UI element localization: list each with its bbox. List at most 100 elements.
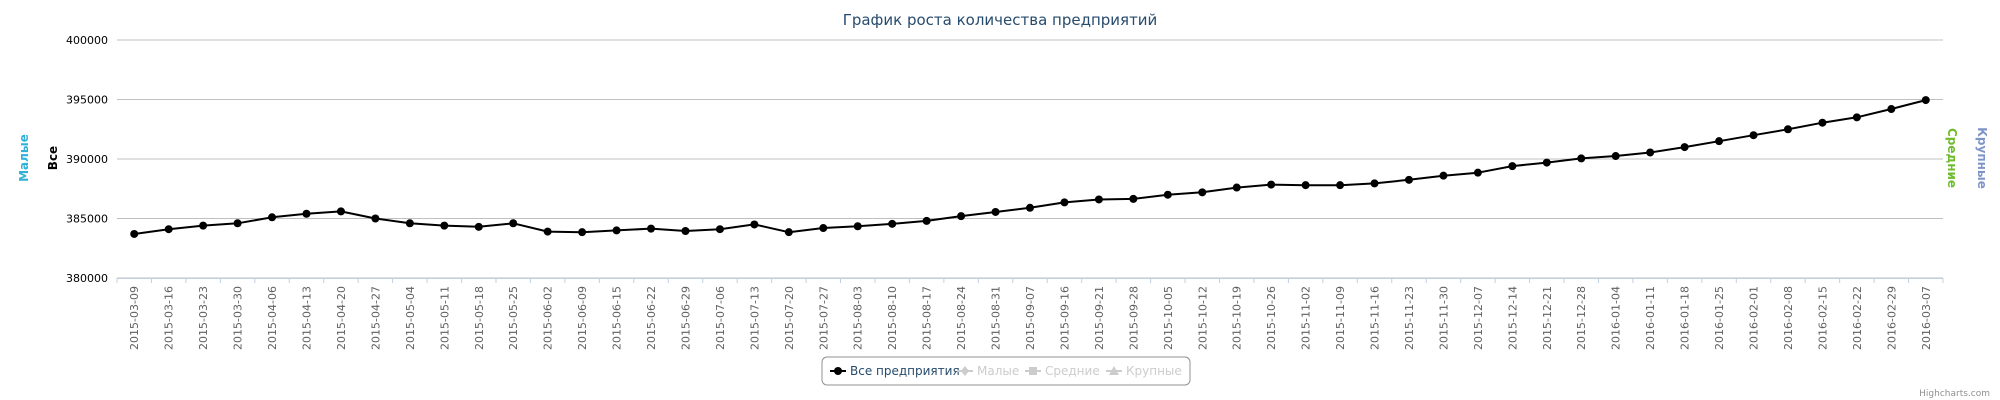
legend-item-all[interactable]: Все предприятия — [830, 364, 960, 378]
data-point[interactable] — [819, 224, 828, 233]
legend-label-small: Малые — [977, 364, 1019, 378]
data-point[interactable] — [1852, 113, 1861, 122]
legend-item-medium[interactable]: Средние — [1025, 364, 1100, 378]
x-tick-label: 2015-04-13 — [300, 286, 313, 350]
data-point[interactable] — [1198, 188, 1207, 197]
x-tick-label: 2015-04-06 — [266, 286, 279, 350]
x-tick-label: 2015-08-17 — [921, 286, 934, 350]
data-point[interactable] — [1577, 154, 1586, 163]
legend-box — [821, 356, 1191, 386]
x-tick-label: 2016-02-01 — [1748, 286, 1761, 350]
data-point[interactable] — [1026, 203, 1034, 212]
data-point[interactable] — [1646, 148, 1655, 157]
data-point[interactable] — [1542, 158, 1551, 167]
x-tick-label: 2015-05-25 — [507, 286, 520, 350]
y-axis-title-large: Крупные — [1975, 127, 1989, 189]
legend-marker-all — [834, 367, 842, 375]
data-point[interactable] — [681, 226, 690, 235]
data-point[interactable] — [1473, 168, 1482, 177]
data-point[interactable] — [1336, 181, 1345, 190]
data-point[interactable] — [371, 214, 380, 223]
data-point[interactable] — [1921, 96, 1930, 105]
data-point[interactable] — [1129, 194, 1138, 203]
x-tick-label: 2016-01-18 — [1679, 286, 1692, 350]
legend-label-all: Все предприятия — [850, 364, 960, 378]
x-tick-label: 2015-03-23 — [197, 286, 210, 350]
data-point[interactable] — [474, 222, 483, 231]
data-point[interactable] — [1508, 162, 1517, 171]
x-tick-label: 2015-03-09 — [128, 286, 141, 350]
data-point[interactable] — [647, 224, 656, 233]
data-point[interactable] — [405, 219, 414, 228]
grid-lines — [117, 39, 1943, 279]
data-point[interactable] — [1715, 137, 1724, 146]
data-point[interactable] — [268, 213, 277, 222]
legend-label-large: Крупные — [1126, 364, 1182, 378]
y-axis-title-medium: Средние — [1945, 128, 1959, 188]
data-point[interactable] — [1439, 171, 1448, 180]
x-tick-label: 2015-04-20 — [335, 286, 348, 350]
data-point[interactable] — [543, 227, 552, 236]
data-point[interactable] — [1163, 190, 1172, 199]
data-point[interactable] — [509, 219, 518, 228]
data-point[interactable] — [199, 221, 208, 230]
data-point[interactable] — [1818, 118, 1827, 127]
data-point[interactable] — [991, 207, 1000, 216]
x-tick-label: 2015-09-28 — [1127, 286, 1140, 350]
legend-item-small[interactable]: Малые — [957, 364, 1019, 378]
data-point[interactable] — [1887, 105, 1896, 114]
data-point[interactable] — [440, 221, 449, 230]
legend-item-large[interactable]: Крупные — [1106, 364, 1182, 378]
y-axis-title-all: Все — [46, 146, 60, 170]
x-tick-label: 2015-06-22 — [645, 286, 658, 350]
x-tick-label: 2015-11-30 — [1437, 286, 1450, 350]
data-point[interactable] — [715, 225, 724, 234]
legend-label-medium: Средние — [1045, 364, 1100, 378]
x-tick-label: 2015-11-09 — [1334, 286, 1347, 350]
chart-credit-link[interactable]: Highcharts.com — [1919, 389, 1990, 399]
data-point[interactable] — [1060, 198, 1069, 207]
data-point[interactable] — [1783, 125, 1792, 134]
legend-marker-small — [961, 366, 969, 376]
x-tick-label: 2015-11-16 — [1369, 286, 1382, 350]
x-tick-label: 2015-10-26 — [1265, 286, 1278, 350]
x-tick-label: 2016-03-07 — [1920, 286, 1933, 350]
data-point[interactable] — [233, 219, 242, 228]
legend-marker-large — [1109, 366, 1119, 375]
x-tick-label: 2015-12-07 — [1472, 286, 1485, 350]
data-point[interactable] — [164, 225, 173, 234]
data-point[interactable] — [1404, 175, 1413, 184]
data-point[interactable] — [1749, 131, 1758, 140]
data-point[interactable] — [750, 220, 759, 229]
x-tick-label: 2015-09-07 — [1024, 286, 1037, 350]
x-tick-label: 2016-02-15 — [1816, 286, 1829, 350]
data-point[interactable] — [1301, 181, 1310, 190]
data-point[interactable] — [1611, 152, 1620, 161]
data-point[interactable] — [1094, 195, 1103, 204]
x-tick-label: 2015-09-16 — [1058, 286, 1071, 350]
x-tick-label: 2015-06-09 — [576, 286, 589, 350]
data-point[interactable] — [957, 212, 966, 221]
x-tick-label: 2015-04-27 — [369, 286, 382, 350]
x-tick-label: 2015-07-13 — [748, 286, 761, 350]
data-point[interactable] — [922, 216, 931, 225]
data-point[interactable] — [1267, 180, 1276, 189]
x-tick-label: 2016-02-08 — [1782, 286, 1795, 350]
data-point[interactable] — [578, 228, 587, 237]
x-tick-label: 2016-01-04 — [1610, 286, 1623, 350]
data-point[interactable] — [888, 219, 897, 228]
x-tick-label: 2015-08-31 — [990, 286, 1003, 350]
y-tick-label: 380000 — [66, 272, 108, 285]
data-point[interactable] — [784, 228, 793, 237]
data-point[interactable] — [612, 226, 621, 235]
data-point[interactable] — [130, 229, 139, 238]
data-point[interactable] — [302, 209, 311, 218]
data-point[interactable] — [1680, 143, 1689, 152]
data-point[interactable] — [853, 222, 862, 231]
legend: Все предприятия Малые Средние Крупные — [821, 356, 1191, 386]
x-tick-label: 2015-05-18 — [473, 286, 486, 350]
data-point[interactable] — [1232, 183, 1241, 192]
data-point[interactable] — [336, 207, 345, 216]
data-point[interactable] — [1370, 179, 1379, 188]
